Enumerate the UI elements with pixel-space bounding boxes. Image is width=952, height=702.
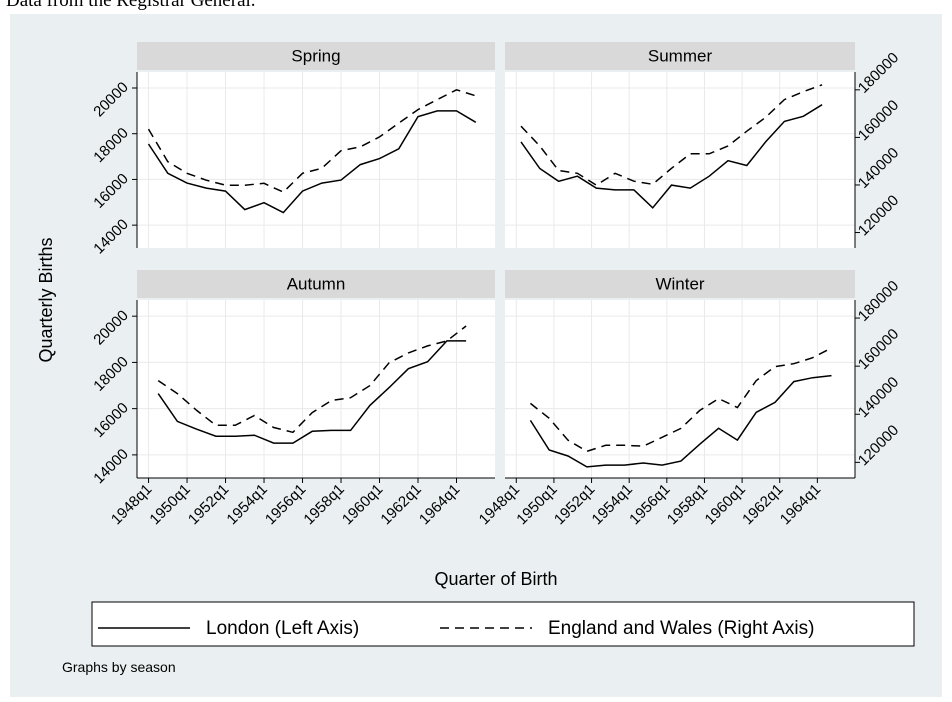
legend-box bbox=[91, 601, 915, 647]
plot-area bbox=[505, 300, 855, 478]
panel-title: Winter bbox=[655, 274, 704, 293]
panel-header bbox=[137, 270, 495, 298]
panel-title: Spring bbox=[291, 46, 340, 65]
panel-title: Summer bbox=[648, 46, 713, 65]
panel-header bbox=[505, 42, 855, 70]
series-line bbox=[147, 88, 477, 193]
panel-header bbox=[505, 270, 855, 298]
caption: Data from the Registrar General. bbox=[6, 0, 256, 11]
plot-area bbox=[137, 300, 495, 478]
legend: London (Left Axis) England and Wales (Rig… bbox=[98, 618, 814, 639]
series-line bbox=[520, 104, 823, 209]
note: Graphs by season bbox=[62, 659, 176, 675]
y-axis-title: Quarterly Births bbox=[36, 237, 56, 362]
legend-label: England and Wales (Right Axis) bbox=[548, 618, 814, 639]
series-line bbox=[147, 110, 477, 214]
series-line bbox=[520, 84, 823, 187]
series-line bbox=[157, 325, 467, 434]
series-line bbox=[529, 347, 832, 453]
series-line bbox=[529, 374, 832, 468]
x-axis-title: Quarter of Birth bbox=[434, 569, 557, 589]
panel-title: Autumn bbox=[287, 274, 346, 293]
plot-area bbox=[137, 72, 495, 248]
legend-label: London (Left Axis) bbox=[206, 618, 359, 639]
plot-area bbox=[505, 72, 855, 248]
series-line bbox=[157, 340, 467, 444]
panel-header bbox=[137, 42, 495, 70]
